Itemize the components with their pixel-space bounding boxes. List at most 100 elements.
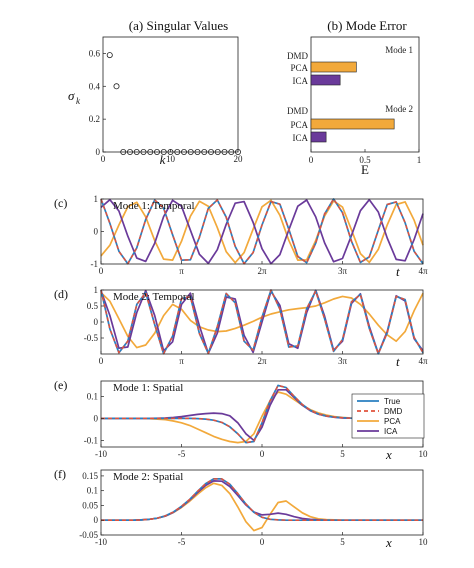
panel-b: (b) Mode Error 0 0.5 1 E Mode 1 DMD PCA ICA Mode …	[287, 18, 421, 177]
x-axis-label: k	[160, 152, 166, 167]
x-tick-label: 0	[101, 154, 106, 164]
x-tick-label: 2π	[257, 266, 267, 276]
y-tick-label: -1	[91, 259, 99, 269]
x-tick-label: -5	[178, 537, 186, 547]
series-line-pca	[101, 482, 423, 532]
x-tick-label: -5	[178, 449, 186, 459]
panel-label: (e)	[54, 378, 67, 392]
singular-value-point	[214, 148, 221, 155]
legend-label-ica: ICA	[384, 427, 398, 436]
x-tick-label: 0	[99, 356, 104, 366]
y-tick-label: 0.5	[87, 301, 99, 311]
singular-value-point	[160, 148, 167, 155]
panel-a-frame	[102, 36, 239, 153]
series-line-ica	[100, 198, 424, 265]
x-axis-label: E	[361, 162, 369, 177]
x-tick-label: π	[179, 356, 184, 366]
x-axis-label: t	[396, 264, 400, 279]
panel-title: Mode 2: Temporal	[113, 291, 195, 303]
singular-value-point	[194, 148, 201, 155]
group-label: Mode 2	[385, 104, 413, 114]
y-axis-label: σ	[68, 88, 75, 103]
series-line-ica	[101, 480, 423, 522]
x-tick-label: 20	[234, 154, 244, 164]
category-label: ICA	[293, 76, 309, 86]
y-tick-label: 1	[94, 285, 99, 295]
singular-value-point	[133, 148, 140, 155]
singular-value-point	[113, 83, 120, 90]
y-tick-label: 0.1	[87, 486, 98, 496]
y-tick-label: 0	[96, 147, 101, 157]
legend-label-dmd: DMD	[384, 407, 402, 416]
y-tick-label: 0.1	[87, 391, 98, 401]
panel-title: Mode 1: Temporal	[113, 200, 195, 212]
y-tick-label: 0	[94, 317, 99, 327]
panel-label: (f)	[54, 467, 66, 481]
category-label: DMD	[287, 51, 309, 61]
x-tick-label: 4π	[418, 266, 428, 276]
series-line-dmd	[100, 289, 424, 355]
panel-label: (d)	[54, 287, 68, 301]
y-tick-label: 0	[94, 413, 99, 423]
x-tick-label: 0	[260, 537, 265, 547]
singular-value-point	[106, 52, 113, 59]
x-tick-label: 10	[419, 537, 429, 547]
singular-value-point	[207, 148, 214, 155]
error-bar	[310, 118, 395, 130]
singular-value-point	[234, 148, 241, 155]
error-bar	[310, 74, 341, 86]
y-tick-label: 0	[94, 515, 99, 525]
x-axis-label: t	[396, 354, 400, 369]
x-tick-label: 10	[166, 154, 176, 164]
y-tick-label: 0.05	[82, 500, 98, 510]
x-tick-label: -10	[95, 449, 107, 459]
x-tick-label: π	[179, 266, 184, 276]
y-tick-label: 1	[94, 194, 99, 204]
y-tick-label: 0.2	[89, 114, 100, 124]
singular-value-point	[127, 148, 134, 155]
error-bar	[310, 61, 357, 73]
legend-label-true: True	[384, 397, 401, 406]
singular-value-point	[174, 148, 181, 155]
panel-label: (c)	[54, 196, 67, 210]
panel-title: Mode 1: Spatial	[113, 382, 183, 394]
x-axis-label: x	[385, 535, 392, 550]
x-tick-label: 0.5	[359, 155, 371, 165]
y-tick-label: 0.4	[89, 81, 101, 91]
x-tick-label: 5	[340, 537, 345, 547]
singular-value-point	[147, 148, 154, 155]
singular-value-point	[187, 148, 194, 155]
x-tick-label: 3π	[338, 356, 348, 366]
legend-label-pca: PCA	[384, 417, 401, 426]
y-tick-label: 0.15	[82, 471, 98, 481]
x-tick-label: 3π	[338, 266, 348, 276]
category-label: DMD	[287, 106, 309, 116]
x-tick-label: 4π	[418, 356, 428, 366]
x-tick-label: 0	[260, 449, 265, 459]
singular-value-point	[120, 148, 127, 155]
category-label: PCA	[290, 63, 308, 73]
panel-e: (e) Mode 1: Spatial -10 -5 0 5 10 -0.1 0 0.1 x True…	[54, 378, 428, 462]
y-tick-label: 0.6	[89, 48, 101, 58]
series-line-dmd	[101, 478, 423, 521]
singular-value-point	[228, 148, 235, 155]
y-tick-label: -0.5	[84, 333, 99, 343]
singular-value-point	[180, 148, 187, 155]
panel-a-title: (a) Singular Values	[129, 18, 228, 33]
category-label: ICA	[293, 133, 309, 143]
x-tick-label: 2π	[257, 356, 267, 366]
panel-d: (d) Mode 2: Temporal 0 π 2π 3π 4π -0.5 0 0.5 1 t	[54, 285, 428, 369]
x-tick-label: 1	[417, 155, 422, 165]
series-line-dmd	[100, 198, 424, 265]
x-tick-label: 10	[419, 449, 429, 459]
x-tick-label: -10	[95, 537, 107, 547]
x-tick-label: 0	[99, 266, 104, 276]
x-axis-label: x	[385, 447, 392, 462]
error-bar	[310, 131, 327, 143]
panel-b-title: (b) Mode Error	[327, 18, 407, 33]
singular-value-point	[153, 148, 160, 155]
y-axis-label-sub: k	[76, 96, 81, 106]
